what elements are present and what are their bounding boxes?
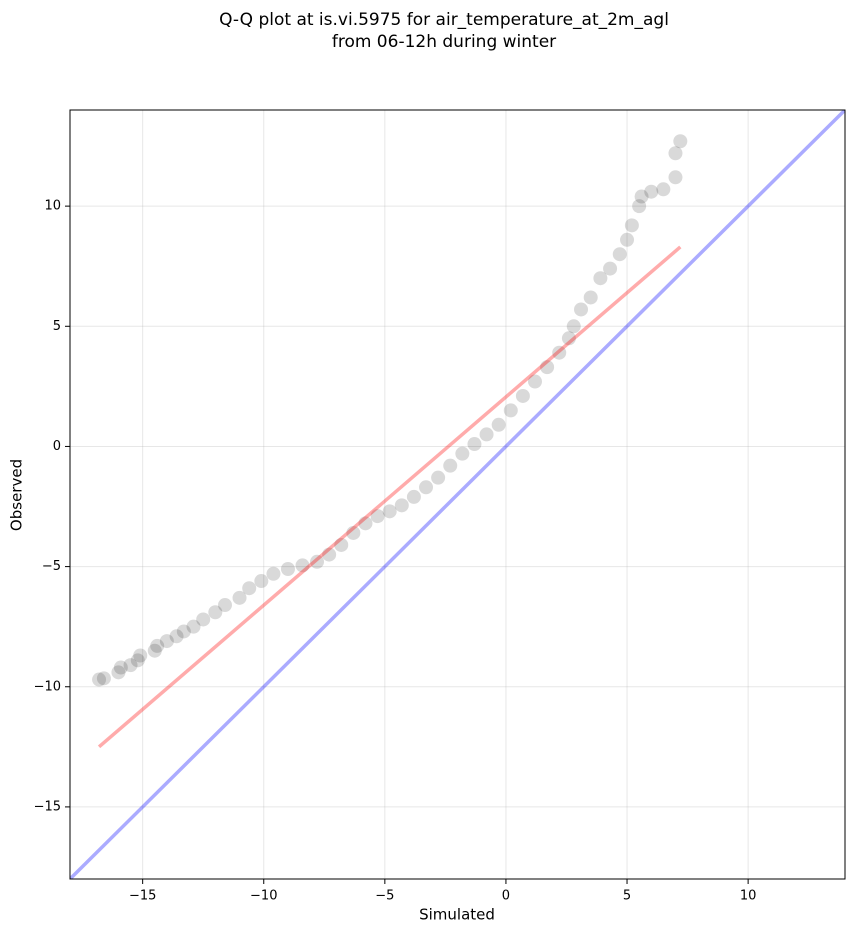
point [266,566,281,581]
point [394,498,409,513]
point [310,554,325,569]
point [632,199,647,214]
point [150,638,165,653]
point [358,516,373,531]
point [491,417,506,432]
point [634,189,649,204]
point [503,403,518,418]
point [419,480,434,495]
point [111,665,126,680]
point [92,672,107,687]
point [242,581,257,596]
point [280,561,295,576]
point [566,319,581,334]
point [322,547,337,562]
point [479,427,494,442]
x-tick-label: −5 [375,889,394,904]
point [656,182,671,197]
x-tick-label: −15 [129,889,156,904]
point [443,458,458,473]
point [295,558,310,573]
point [208,605,223,620]
chart-title: Q-Q plot at is.vi.5975 for air_temperatu… [219,10,669,30]
point [467,437,482,452]
point [147,643,162,658]
point [133,648,148,663]
y-tick-label: −5 [42,559,61,574]
reference-line [97,245,682,749]
x-tick-label: 5 [623,889,631,904]
point [552,345,567,360]
x-tick-label: 0 [502,889,510,904]
point [668,170,683,185]
point [370,509,385,524]
point [169,629,184,644]
y-tick-label: −10 [34,679,61,694]
point [130,653,145,668]
point [668,146,683,161]
chart-title: from 06-12h during winter [332,32,556,52]
point [232,590,247,605]
point [593,271,608,286]
point [620,232,635,247]
point [123,658,138,673]
point [176,624,191,639]
point [406,489,421,504]
point [583,290,598,305]
y-tick-label: 0 [53,439,61,454]
y-tick-label: 5 [53,319,61,334]
point [455,446,470,461]
y-tick-label: 10 [44,199,61,214]
point [561,331,576,346]
point [334,537,349,552]
x-tick-label: 10 [740,889,757,904]
point [218,598,232,613]
point [196,612,211,627]
point [431,470,446,485]
point [612,247,627,262]
x-axis-label: Simulated [419,906,495,924]
point [382,504,397,519]
point [574,302,589,317]
point [159,634,174,649]
point [254,574,269,589]
point [528,374,542,389]
point [603,261,618,276]
point [186,619,201,634]
plot-frame [69,109,846,880]
point [96,671,111,686]
point [644,184,659,199]
y-axis-label: Observed [8,459,26,531]
point [540,360,555,375]
y-tick-label: −15 [34,799,61,814]
point [346,525,361,540]
point [113,660,128,675]
reference-line [70,110,845,879]
point [624,218,639,233]
x-tick-label: −10 [250,889,277,904]
point [673,134,688,149]
point [515,388,530,403]
